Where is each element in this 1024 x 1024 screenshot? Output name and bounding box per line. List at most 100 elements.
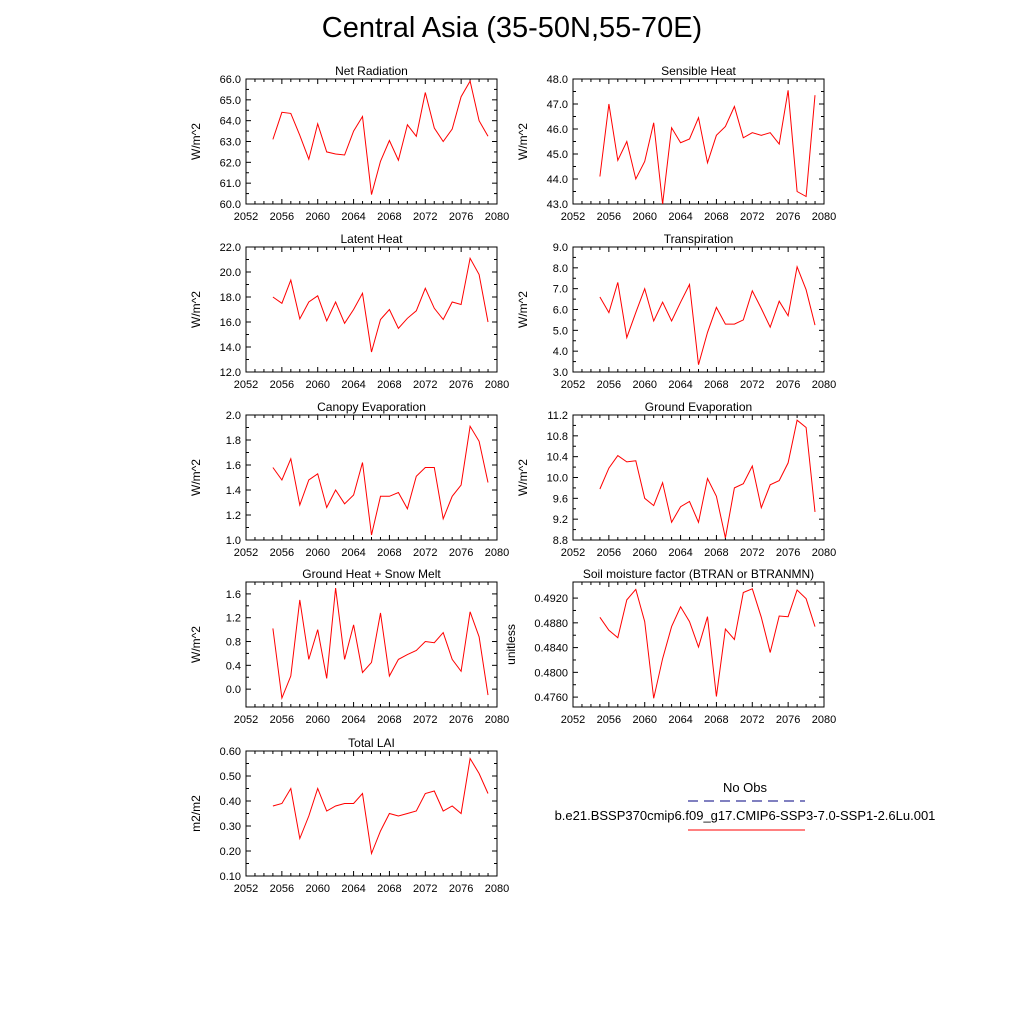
panel-9-x-tick-label: 2072 xyxy=(413,883,437,895)
panel-4-x-tick-label: 2076 xyxy=(776,379,800,391)
panel-7-x-tick-label: 2076 xyxy=(449,714,473,726)
panel-5-y-tick-label: 1.8 xyxy=(226,435,241,447)
panel-8-title: Soil moisture factor (BTRAN or BTRANMN) xyxy=(583,567,814,581)
panel-4-y-axis-label: W/m^2 xyxy=(516,291,530,328)
panel-1-y-tick-label: 60.0 xyxy=(220,199,241,211)
panel-4-y-tick-label: 6.0 xyxy=(553,305,568,317)
panel-9-x-tick-label: 2064 xyxy=(341,883,365,895)
panel-4-x-tick-label: 2072 xyxy=(740,379,764,391)
panel-5-x-tick-label: 2080 xyxy=(485,547,509,559)
panel-3-y-axis-label: W/m^2 xyxy=(189,291,203,328)
panel-5-frame xyxy=(245,414,498,541)
panel-9-frame xyxy=(245,750,498,877)
panel-6-y-tick-label: 9.2 xyxy=(553,514,568,526)
panel-5-data-line xyxy=(272,424,489,536)
panel-6-y-tick-label: 9.6 xyxy=(553,493,568,505)
panel-8-x-tick-label: 2080 xyxy=(812,714,836,726)
panel-2-y-tick-label: 48.0 xyxy=(547,74,568,86)
panel-3-x-tick-label: 2080 xyxy=(485,379,509,391)
panel-6-y-axis-label: W/m^2 xyxy=(516,459,530,496)
panel-7-frame xyxy=(245,581,498,708)
panel-2-y-tick-label: 45.0 xyxy=(547,149,568,161)
panel-1-y-tick-label: 65.0 xyxy=(220,95,241,107)
panel-3-x-tick-label: 2052 xyxy=(234,379,258,391)
panel-7-data-line xyxy=(272,587,489,701)
panel-6-x-tick-label: 2072 xyxy=(740,547,764,559)
panel-6-x-tick-label: 2076 xyxy=(776,547,800,559)
panel-6-title: Ground Evaporation xyxy=(645,400,752,414)
panel-5-x-tick-label: 2052 xyxy=(234,547,258,559)
panel-5-y-tick-label: 1.6 xyxy=(226,460,241,472)
panel-6-data-line xyxy=(599,419,816,539)
panel-1-y-tick-label: 64.0 xyxy=(220,116,241,128)
panel-9-x-tick-label: 2052 xyxy=(234,883,258,895)
panel-8-x-tick-label: 2060 xyxy=(632,714,656,726)
panel-4-x-tick-label: 2056 xyxy=(597,379,621,391)
panel-8-x-tick-label: 2076 xyxy=(776,714,800,726)
panel-3-x-tick-label: 2076 xyxy=(449,379,473,391)
panel-5-x-tick-label: 2072 xyxy=(413,547,437,559)
panel-8-data-line xyxy=(599,588,816,699)
panel-1-frame xyxy=(245,78,498,205)
panel-1-x-tick-label: 2076 xyxy=(449,211,473,223)
panel-7-x-tick-label: 2080 xyxy=(485,714,509,726)
panel-9-x-tick-label: 2068 xyxy=(377,883,401,895)
panel-4-x-tick-label: 2080 xyxy=(812,379,836,391)
panel-4-y-tick-label: 9.0 xyxy=(553,242,568,254)
panel-4-y-tick-label: 4.0 xyxy=(553,346,568,358)
panel-3-x-tick-label: 2072 xyxy=(413,379,437,391)
panel-1-x-tick-label: 2080 xyxy=(485,211,509,223)
panel-6-x-tick-label: 2056 xyxy=(597,547,621,559)
panel-4-x-tick-label: 2068 xyxy=(704,379,728,391)
panel-9-y-tick-label: 0.60 xyxy=(220,746,241,758)
panel-1-x-tick-label: 2064 xyxy=(341,211,365,223)
panel-2-y-tick-label: 47.0 xyxy=(547,99,568,111)
panel-4-x-tick-label: 2064 xyxy=(668,379,692,391)
panel-1-y-tick-label: 62.0 xyxy=(220,157,241,169)
panel-8-frame xyxy=(572,581,825,708)
panel-9-title: Total LAI xyxy=(348,736,395,750)
panel-2-x-tick-label: 2056 xyxy=(597,211,621,223)
panel-3-frame xyxy=(245,246,498,373)
panel-8-x-tick-label: 2068 xyxy=(704,714,728,726)
panel-3-x-tick-label: 2068 xyxy=(377,379,401,391)
panel-3-title: Latent Heat xyxy=(340,232,403,246)
panel-4-y-tick-label: 8.0 xyxy=(553,263,568,275)
panel-9-x-tick-label: 2080 xyxy=(485,883,509,895)
panel-8-x-tick-label: 2052 xyxy=(561,714,585,726)
panel-6-x-tick-label: 2080 xyxy=(812,547,836,559)
panel-6-y-tick-label: 10.8 xyxy=(547,431,568,443)
panel-4-data-line xyxy=(599,264,816,365)
panel-5-y-axis-label: W/m^2 xyxy=(189,459,203,496)
panel-2-y-axis-label: W/m^2 xyxy=(516,123,530,160)
panel-2-frame xyxy=(572,78,825,205)
panel-5-y-tick-label: 1.4 xyxy=(226,485,241,497)
panel-8-y-tick-label: 0.4840 xyxy=(534,643,568,655)
panel-7-x-tick-label: 2072 xyxy=(413,714,437,726)
panel-3-x-tick-label: 2060 xyxy=(305,379,329,391)
panel-8-y-tick-label: 0.4880 xyxy=(534,618,568,630)
panel-9-y-tick-label: 0.20 xyxy=(220,846,241,858)
panel-3-y-tick-label: 16.0 xyxy=(220,317,241,329)
panel-3-data-line xyxy=(272,256,489,353)
panel-5-y-tick-label: 2.0 xyxy=(226,410,241,422)
panel-2-x-tick-label: 2060 xyxy=(632,211,656,223)
panel-2-y-tick-label: 44.0 xyxy=(547,174,568,186)
panel-8-x-tick-label: 2072 xyxy=(740,714,764,726)
panel-3-y-tick-label: 14.0 xyxy=(220,342,241,354)
panel-7-y-tick-label: 1.6 xyxy=(226,589,241,601)
panel-1-y-axis-label: W/m^2 xyxy=(189,123,203,160)
panel-8-x-tick-label: 2064 xyxy=(668,714,692,726)
panel-7-y-tick-label: 0.4 xyxy=(226,660,241,672)
panel-6-x-tick-label: 2052 xyxy=(561,547,585,559)
panel-1-x-tick-label: 2056 xyxy=(270,211,294,223)
panel-9-x-tick-label: 2056 xyxy=(270,883,294,895)
panel-4-x-tick-label: 2052 xyxy=(561,379,585,391)
panel-5-x-tick-label: 2060 xyxy=(305,547,329,559)
panel-6-x-tick-label: 2068 xyxy=(704,547,728,559)
panel-4-frame xyxy=(572,246,825,373)
panel-9-y-tick-label: 0.30 xyxy=(220,821,241,833)
panel-7-x-tick-label: 2068 xyxy=(377,714,401,726)
panel-3-y-tick-label: 22.0 xyxy=(220,242,241,254)
